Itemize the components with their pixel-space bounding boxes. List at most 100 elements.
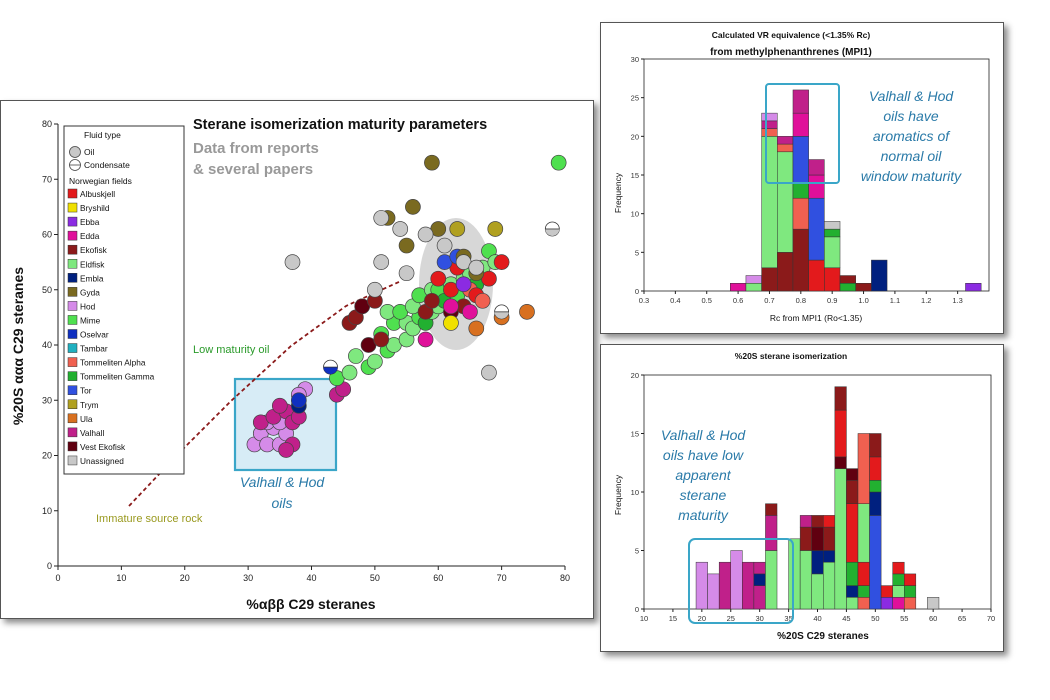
box-label-line1: Valhall & Hod <box>240 474 326 490</box>
histogram-bar-segment <box>846 561 859 586</box>
y-tick-label: 70 <box>42 174 52 184</box>
legend-fields: Albuskjell Bryshild Ebba Edda Ekofisk Eldfisk… <box>67 188 155 466</box>
x-tick-label: 30 <box>755 614 763 623</box>
hist1-annotation-line1: Valhall & Hod <box>869 88 955 104</box>
data-point <box>367 353 383 370</box>
x-tick-label: 40 <box>813 614 821 623</box>
histogram-bar-segment <box>788 538 801 610</box>
chart-title: Sterane isomerization maturity parameter… <box>193 117 487 133</box>
y-tick-label: 20 <box>42 451 52 461</box>
legend-label-trym: Trym <box>80 400 99 410</box>
legend-label-embla: Embla <box>80 273 104 283</box>
y-tick-label: 20 <box>631 132 639 141</box>
histogram-bar-segment <box>824 236 841 269</box>
data-point <box>271 397 288 414</box>
histogram-bar-segment <box>892 585 905 598</box>
histogram-bar-segment <box>792 197 809 230</box>
histogram-bar-segment <box>846 480 859 504</box>
legend-swatch-vest-ekofisk <box>67 441 78 452</box>
histogram-bar-segment <box>823 561 836 610</box>
histogram-bar-segment <box>761 128 778 137</box>
legend-label-valhall: Valhall <box>80 428 104 438</box>
data-point <box>278 442 294 458</box>
histogram-bar-segment <box>892 573 905 586</box>
data-point <box>417 226 434 243</box>
legend-label-mime: Mime <box>80 315 101 325</box>
legend-label-bryshild: Bryshild <box>80 203 110 213</box>
histogram-bar-segment <box>761 112 778 122</box>
x-tick-label: 10 <box>640 614 648 623</box>
legend-swatch-eldfisk <box>67 259 78 269</box>
histogram-bar-segment <box>761 120 778 129</box>
condensate-point <box>544 221 560 237</box>
legend-swatch-trym <box>67 399 78 409</box>
hist1-annotation-line2: oils have <box>883 108 938 124</box>
legend-label-ebba: Ebba <box>80 217 100 227</box>
scatter-chart: 0 10 20 30 40 50 60 70 80 0 10 20 30 40 50 60 70 80 Stera… <box>10 117 570 612</box>
legend-label-ula: Ula <box>80 414 93 424</box>
x-tick-label: 55 <box>900 614 908 623</box>
histogram-bar-segment <box>811 526 824 551</box>
histogram-bar-segment <box>846 503 859 563</box>
histogram-bar-segment <box>823 550 836 563</box>
hist2-annotation-line5: maturity <box>678 507 729 523</box>
condensate-symbol-icon <box>69 159 81 171</box>
histogram-bar-segment <box>777 252 794 292</box>
histogram-bar-segment <box>799 526 812 551</box>
data-point <box>398 265 415 282</box>
legend-swatch-ekofisk <box>67 244 78 255</box>
histogram-bar-segment <box>742 561 755 610</box>
legend-swatch-oselvar <box>67 329 78 339</box>
hist1-annotation-line3: aromatics of <box>873 128 951 144</box>
scatter-points <box>246 154 567 458</box>
hist1-y-axis-label: Frequency <box>613 172 623 213</box>
histogram-bar-segment <box>811 550 824 575</box>
histogram-bar-segment <box>745 275 762 284</box>
data-point <box>290 392 307 409</box>
data-point <box>474 292 491 309</box>
legend-oil: Oil <box>84 147 95 157</box>
data-point <box>481 364 497 381</box>
histogram-bar-segment <box>904 597 917 610</box>
histogram-bar-segment <box>792 228 809 292</box>
y-tick-label: 5 <box>635 547 639 556</box>
histogram-bar-segment <box>857 503 870 563</box>
histogram-bar-segment <box>839 275 856 284</box>
hist1-annotation: Valhall & Hod oils have aromatics of nor… <box>861 88 962 184</box>
x-tick-label: 70 <box>497 573 507 583</box>
hist2-annotation-line3: apparent <box>675 467 731 483</box>
legend-swatch-hod <box>67 301 78 311</box>
data-point <box>550 154 567 171</box>
scatter-axes: 0 10 20 30 40 50 60 70 80 0 10 20 30 40 50 60 70 80 <box>42 119 570 583</box>
x-tick-label: 0.9 <box>827 296 837 305</box>
histogram-bar-segment <box>811 515 824 528</box>
y-tick-label: 50 <box>42 285 52 295</box>
data-point <box>367 281 383 298</box>
x-tick-label: 40 <box>306 573 316 583</box>
legend-fields-title: Norwegian fields <box>69 176 132 186</box>
legend-label-tambar: Tambar <box>80 344 108 354</box>
x-tick-label: 45 <box>842 614 850 623</box>
hist2-axes: 10 15 20 25 30 35 40 45 50 55 60 65 70 0 5 10 15 20 <box>631 371 996 623</box>
legend-label-eldfisk: Eldfisk <box>80 259 105 269</box>
legend-swatch-bryshild <box>67 202 78 213</box>
hist1-title-line2: from methylphenanthrenes (MPI1) <box>710 47 872 58</box>
y-axis-label: %20S ααα C29 steranes <box>10 267 26 425</box>
histogram-bar-segment <box>761 267 778 292</box>
histogram-bar-segment <box>855 283 872 292</box>
x-tick-label: 50 <box>871 614 879 623</box>
x-tick-label: 35 <box>784 614 792 623</box>
histogram-bar-segment <box>824 228 841 238</box>
histogram-bar-segment <box>765 550 778 610</box>
legend-swatch-tor <box>67 385 78 395</box>
histogram-bar-segment <box>904 573 917 586</box>
x-tick-label: 0.6 <box>733 296 743 305</box>
y-tick-label: 25 <box>631 94 639 103</box>
data-point <box>487 221 504 237</box>
hist1-x-axis-label: Rc from MPI1 (Ro<1.35) <box>770 313 863 323</box>
x-tick-label: 0.7 <box>764 296 774 305</box>
hist2-annotation-line4: sterane <box>680 487 727 503</box>
y-tick-label: 10 <box>631 210 639 219</box>
histogram-bar-segment <box>808 259 825 292</box>
histogram-bar-segment <box>892 561 905 575</box>
